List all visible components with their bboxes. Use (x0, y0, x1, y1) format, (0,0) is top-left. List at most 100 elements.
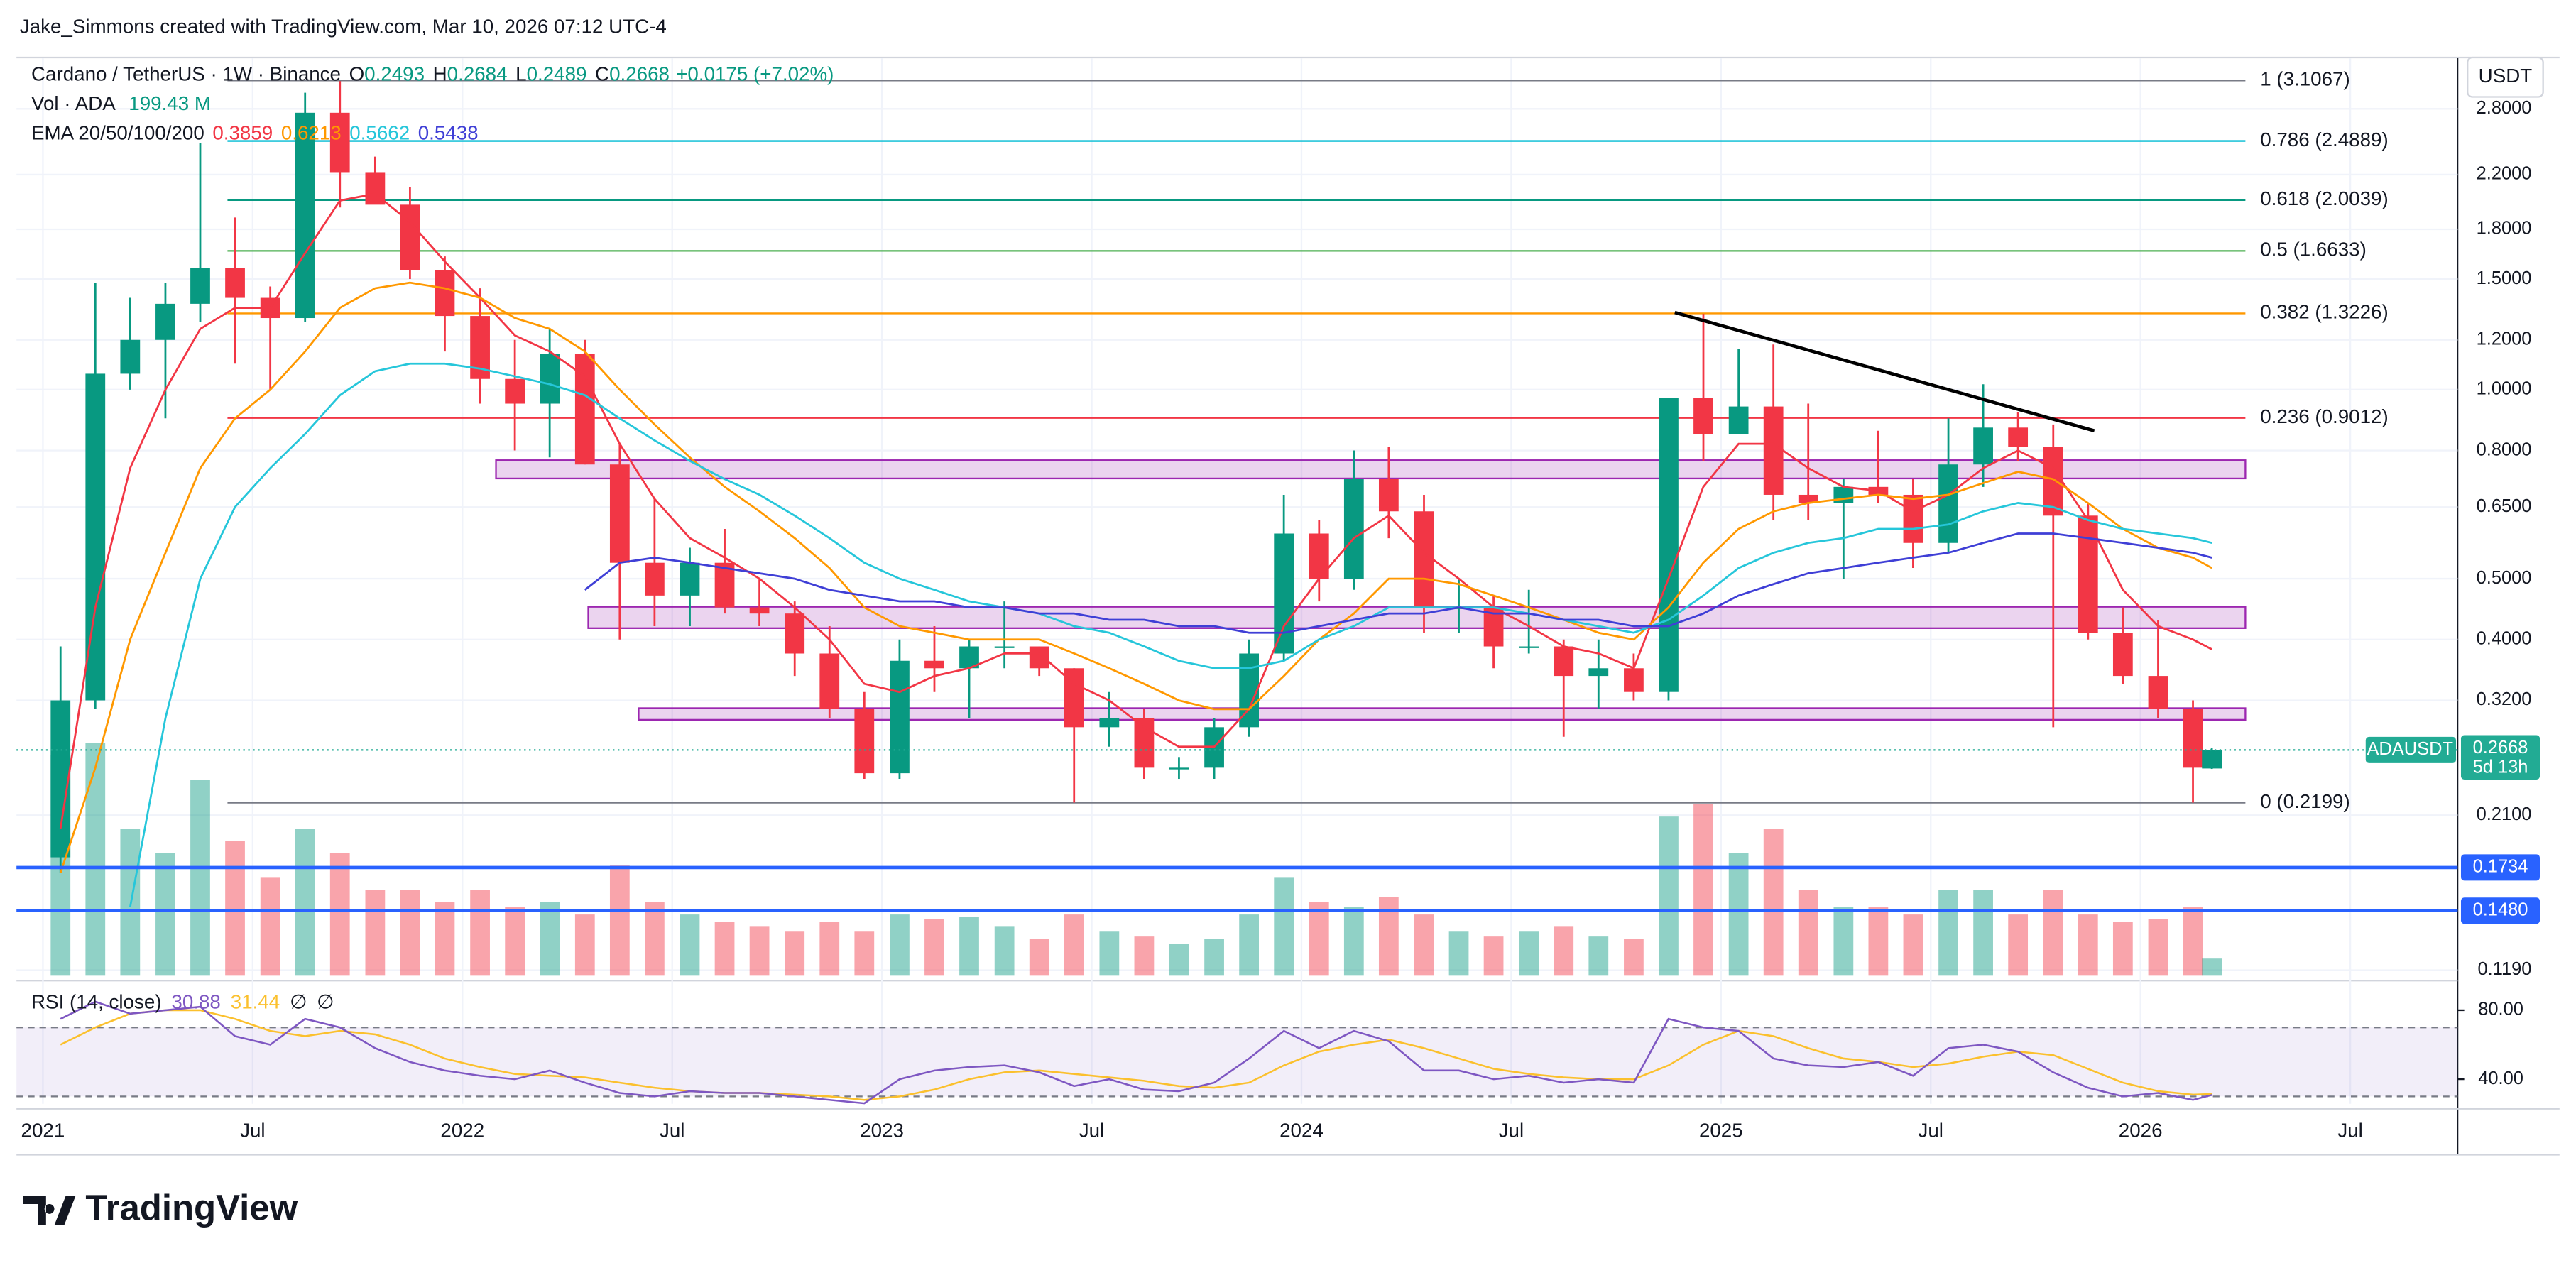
candle-body (1169, 767, 1189, 770)
y-tick-label: 0.8000 (2477, 439, 2532, 459)
rsi-legend-value: ∅ (290, 991, 307, 1013)
zone (638, 707, 2247, 721)
ohlc-value: 0.2684 (447, 63, 508, 85)
ema-legend-value: 0.3859 (212, 122, 273, 144)
ema-legend-label: EMA 20/50/100/200 (31, 122, 204, 144)
candle-body (2202, 750, 2222, 769)
y-tick-label: 0.6500 (2477, 496, 2532, 516)
volume-bar (2043, 890, 2063, 976)
ema-legend-value: 0.6213 (281, 122, 342, 144)
volume-bar (295, 829, 315, 976)
candle-body (1343, 479, 1364, 579)
volume-bar (329, 853, 350, 976)
volume-bar (2202, 958, 2222, 976)
rsi-legend-value: ∅ (317, 991, 334, 1013)
candle-body (854, 709, 875, 774)
volume-bar (1728, 853, 1749, 976)
x-tick-label: 2025 (1699, 1119, 1743, 1141)
volume-bar (225, 841, 245, 976)
ema-line (59, 192, 2212, 829)
x-tick-label: 2021 (21, 1119, 65, 1141)
logo: TradingView (23, 1188, 298, 1228)
volume-bar (505, 907, 525, 976)
volume-bar (1868, 907, 1889, 976)
legend: Vol · ADA 199.43 M (31, 92, 211, 114)
logo-text: TradingView (85, 1188, 298, 1228)
fib-label: 0 (0.2199) (2260, 790, 2350, 812)
last-price-box (2460, 735, 2540, 780)
volume-bar (2078, 914, 2098, 976)
volume-bar (819, 922, 840, 976)
candle-body (1938, 464, 1958, 543)
volume-bar (1798, 890, 1818, 976)
rsi-line (60, 1009, 2212, 1101)
change-value: +0.0175 (+7.02%) (676, 63, 834, 85)
volume-bar (644, 902, 665, 976)
volume-bar (365, 890, 386, 976)
volume-bar (1414, 914, 1434, 976)
volume-bar (1588, 936, 1609, 976)
ema-line (129, 362, 2212, 907)
volume-bar (2008, 914, 2029, 976)
volume-legend-value: 199.43 M (129, 92, 211, 114)
volume-bar (890, 914, 910, 976)
candle-body (1134, 718, 1155, 768)
candle-body (785, 613, 805, 654)
candle-body (1414, 511, 1434, 608)
ohlc-label: C (595, 63, 609, 85)
countdown-label: 5d 13h (2473, 758, 2528, 777)
volume-bar (1343, 907, 1364, 976)
volume-bar (540, 902, 560, 976)
volume-bar (1519, 931, 1539, 976)
x-tick-label: Jul (1499, 1119, 1524, 1141)
volume-bar (1309, 902, 1329, 976)
trendline (1674, 310, 2095, 432)
candle-body (994, 646, 1015, 648)
volume-bar (1483, 936, 1504, 976)
candle-body (295, 112, 315, 319)
candle-body (2112, 633, 2133, 677)
candle-body (50, 700, 71, 858)
ohlc-label: O (349, 63, 365, 85)
candle-body (2183, 709, 2203, 768)
fib-label: 1 (3.1067) (2260, 68, 2350, 90)
volume-bar (714, 922, 735, 976)
candle-body (1624, 668, 1644, 692)
candle-body (2008, 427, 2029, 447)
volume-bar (1169, 944, 1189, 976)
candle-body (1693, 398, 1713, 434)
candle-body (680, 562, 700, 596)
candle-body (1798, 494, 1818, 503)
volume-bar (924, 919, 944, 976)
x-tick-label: 2024 (1279, 1119, 1324, 1141)
price-line-label: 0.1734 (2473, 857, 2528, 877)
y-tick-label: 2.2000 (2477, 164, 2532, 184)
candle-body (644, 562, 665, 596)
volume-bar (470, 890, 490, 976)
volume-bar (2112, 922, 2133, 976)
candle-body (1588, 668, 1609, 677)
volume-bar (85, 743, 106, 976)
volume-bar (1938, 890, 1958, 976)
ohlc-value: 0.2489 (527, 63, 587, 85)
volume-bar (2183, 907, 2203, 976)
volume-bar (609, 865, 630, 976)
volume-bar (2148, 919, 2168, 976)
ema-line (584, 532, 2212, 634)
ohlc-value: 0.2668 (609, 63, 670, 85)
volume-bar (749, 926, 770, 976)
candle-body (505, 378, 525, 404)
legend-title: Cardano / TetherUS · 1W · Binance (31, 63, 341, 85)
volume-bar (190, 780, 210, 976)
last-price-label: 0.2668 (2473, 738, 2528, 758)
rsi-tick-label: 80.00 (2478, 1000, 2523, 1019)
fib-label: 0.382 (1.3226) (2260, 301, 2389, 323)
candle-body (1554, 646, 1574, 677)
volume-bar (435, 902, 455, 976)
candle-body (1763, 406, 1784, 495)
ema-legend-value: 0.5662 (349, 122, 410, 144)
volume-bar (785, 931, 805, 976)
candle-body (1519, 646, 1539, 648)
